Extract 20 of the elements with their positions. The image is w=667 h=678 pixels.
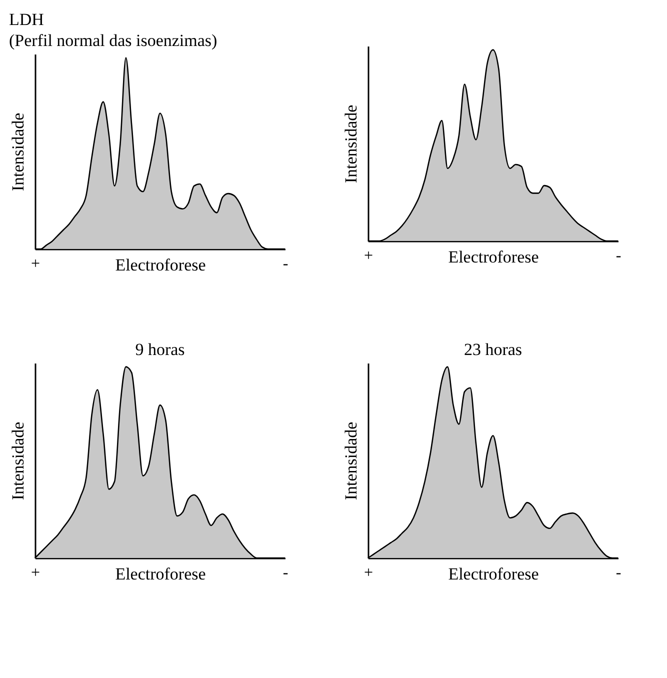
x-tick-label: - (616, 248, 622, 264)
chart-title: LDH (9, 10, 44, 29)
chart-subtitle: (Perfil normal das isoenzimas) (9, 31, 218, 50)
x-axis-title: Electroforese (448, 564, 539, 584)
y-axis-title: Intensidade (8, 422, 28, 500)
x-tick-label: - (616, 564, 622, 582)
x-axis-title: Electroforese (448, 248, 539, 266)
x-tick-label: - (282, 564, 288, 582)
x-axis-title: Electroforese (115, 564, 206, 584)
x-axis-title: Electroforese (115, 256, 206, 274)
x-tick-label: + (364, 248, 374, 264)
y-axis-title: Intensidade (342, 422, 360, 500)
x-tick-label: + (364, 564, 374, 582)
x-tick-label: - (282, 256, 288, 272)
y-axis-title: Intensidade (8, 112, 28, 192)
y-axis-title: Intensidade (342, 104, 360, 184)
chart-title: 23 horas (464, 340, 522, 359)
x-tick-label: + (30, 256, 40, 272)
chart-title: 9 horas (135, 340, 185, 359)
x-tick-label: + (30, 564, 40, 582)
